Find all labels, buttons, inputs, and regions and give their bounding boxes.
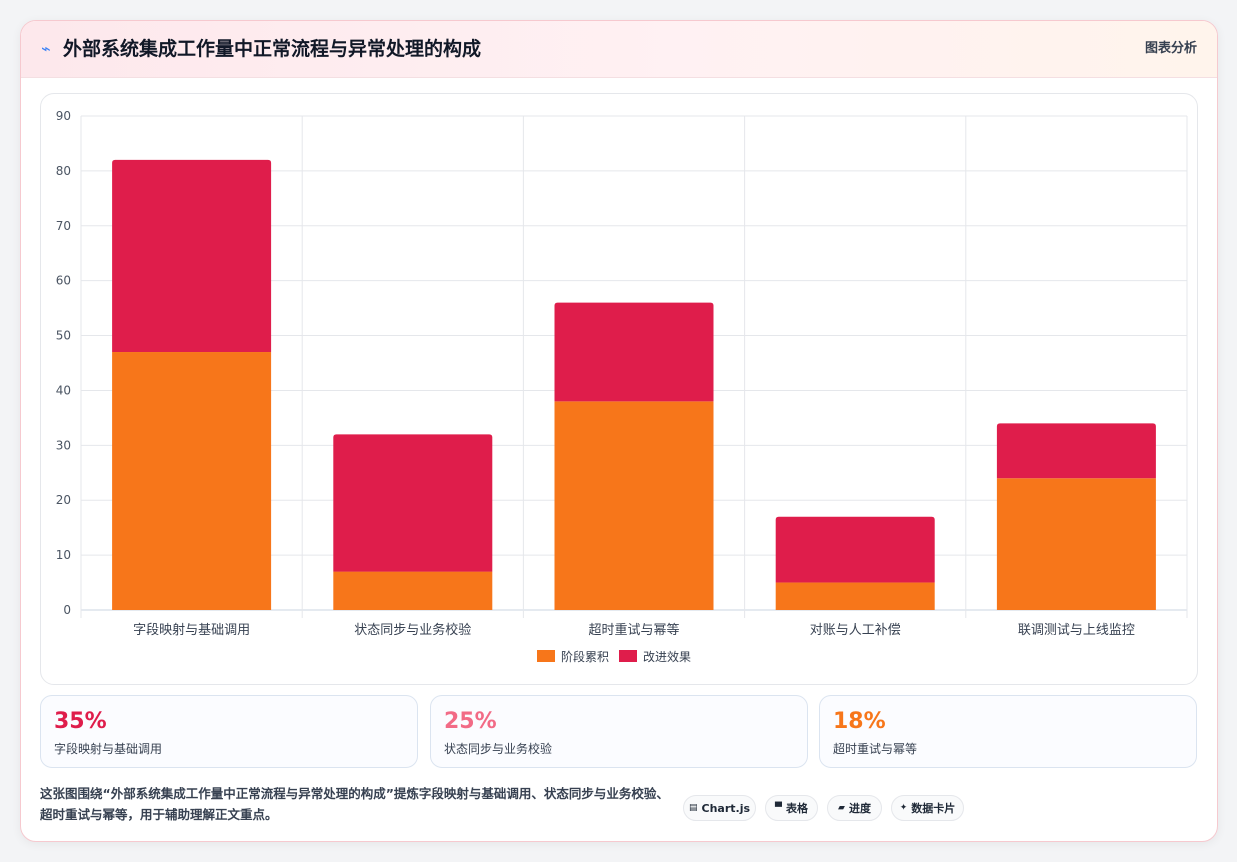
x-tick-label: 字段映射与基础调用 [133, 622, 250, 638]
y-tick-label: 60 [56, 274, 71, 288]
stat-value: 25% [444, 709, 497, 734]
y-tick-label: 30 [56, 438, 71, 452]
y-tick-label: 50 [56, 329, 71, 343]
page-title: 外部系统集成工作量中正常流程与异常处理的构成 [63, 38, 482, 60]
y-tick-label: 10 [56, 548, 71, 562]
progress-icon: ▰ [838, 803, 845, 813]
x-tick-label: 状态同步与业务校验 [354, 622, 471, 638]
stat-label: 超时重试与幂等 [833, 742, 918, 756]
chart-analysis-tag: 图表分析 [1144, 41, 1197, 56]
stat-label: 状态同步与业务校验 [444, 742, 553, 756]
pill-progress[interactable]: ▰ 进度 [827, 795, 882, 821]
stat-value: 18% [833, 709, 886, 734]
sparkle-icon: ✦ [899, 803, 908, 813]
pill-table[interactable]: ▀ 表格 [765, 795, 818, 821]
y-tick-label: 40 [56, 383, 71, 397]
y-tick-label: 90 [56, 109, 71, 123]
bar-segment [112, 352, 272, 610]
card-header: ⌁ 外部系统集成工作量中正常流程与异常处理的构成 图表分析 [21, 21, 1217, 78]
legend-swatch [619, 650, 637, 662]
y-tick-label: 0 [63, 603, 71, 617]
bar-segment [775, 582, 935, 610]
pill-chartjs[interactable]: ▤ Chart.js [683, 795, 756, 821]
stat-value: 35% [54, 709, 107, 734]
legend-label: 改进效果 [643, 649, 691, 664]
zigzag-icon: ⌁ [41, 39, 51, 58]
chart-panel: 0 10 20 30 40 50 60 70 80 90 字段映射与基础调用 状态同步与业务校验 超时重… [40, 93, 1198, 685]
x-tick-label: 联调测试与上线监控 [1018, 623, 1135, 638]
pill-label: 表格 [785, 802, 808, 815]
bar-segment [554, 302, 714, 402]
stat-card-3: 18% 超时重试与幂等 [819, 695, 1197, 768]
bar-segment [996, 423, 1156, 479]
y-tick-label: 20 [56, 493, 71, 507]
y-tick-label: 70 [56, 219, 71, 233]
pill-label: 进度 [848, 802, 871, 815]
bar-segment [775, 516, 935, 583]
stat-card-2: 25% 状态同步与业务校验 [430, 695, 808, 768]
table-icon: ▀ [775, 803, 782, 813]
bar-segment [333, 434, 493, 572]
pill-label: 数据卡片 [911, 802, 956, 815]
chart-description: 这张图围绕“外部系统集成工作量中正常流程与异常处理的构成”提炼字段映射与基础调用… [40, 786, 669, 822]
bar-segment [996, 478, 1156, 610]
y-tick-label: 80 [56, 164, 71, 178]
legend-swatch [537, 650, 555, 662]
pill-data-card[interactable]: ✦ 数据卡片 [891, 795, 964, 821]
bar-segment [112, 159, 272, 353]
legend-label: 阶段累积 [561, 649, 609, 664]
stat-card-1: 35% 字段映射与基础调用 [40, 695, 418, 768]
chart-card: ⌁ 外部系统集成工作量中正常流程与异常处理的构成 图表分析 0 10 20 30 40 5… [20, 20, 1218, 842]
bar-segment [333, 571, 493, 610]
stacked-bar-chart: 0 10 20 30 40 50 60 70 80 90 字段映射与基础调用 状态同步与业务校验 超时重… [56, 109, 1188, 664]
bar-segment [554, 401, 714, 610]
x-tick-label: 超时重试与幂等 [588, 622, 679, 638]
pill-label: Chart.js [701, 801, 751, 815]
x-tick-label: 对账与人工补偿 [810, 623, 901, 638]
chart-icon: ▤ [688, 803, 698, 813]
stat-label: 字段映射与基础调用 [54, 742, 163, 756]
